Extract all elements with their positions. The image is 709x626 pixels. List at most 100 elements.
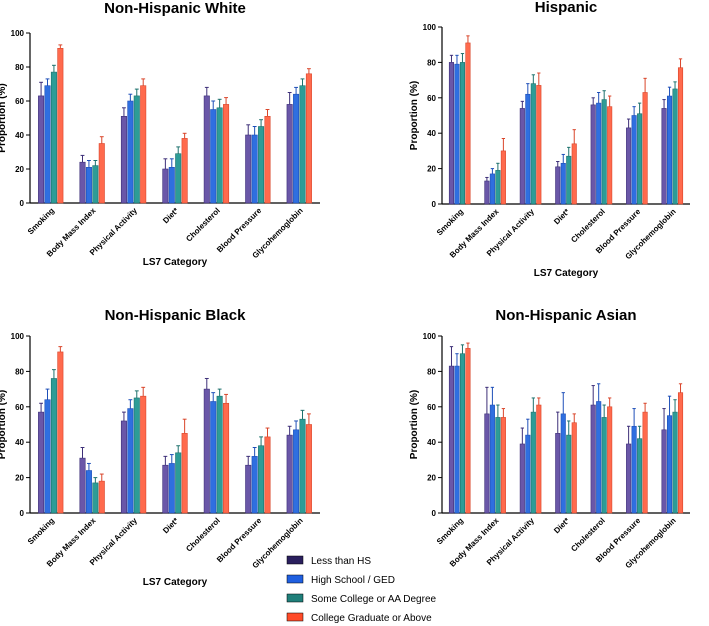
bar-cholesterol-high-school-ged <box>210 401 217 514</box>
x-tick-label-cholesterol: Cholesterol <box>569 516 606 553</box>
bar-blood-pressure-college-graduate-or-above <box>642 411 648 514</box>
y-tick-label: 20 <box>15 165 24 174</box>
bar-smoking-high-school-ged <box>454 365 460 514</box>
bar-body-mass-index-high-school-ged <box>85 470 92 514</box>
bar-physical-activity-less-than-hs <box>120 116 127 204</box>
bar-blood-pressure-college-graduate-or-above <box>264 436 271 514</box>
bar-body-mass-index-less-than-hs <box>79 457 86 514</box>
bar-body-mass-index-less-than-hs <box>484 413 490 514</box>
bar-glycohemoglobin-some-college-or-aa-degree <box>299 418 306 514</box>
bar-diet-some-college-or-aa-degree <box>175 452 182 514</box>
x-tick-label-smoking: Smoking <box>26 516 56 546</box>
bar-cholesterol-some-college-or-aa-degree <box>601 99 607 205</box>
y-tick-label: 80 <box>427 367 436 376</box>
bar-smoking-college-graduate-or-above <box>57 47 64 204</box>
y-tick-label: 20 <box>15 474 24 483</box>
y-axis-label: Proportion (%) <box>409 390 420 459</box>
legend-label-high-school-ged: High School / GED <box>311 575 395 586</box>
bar-smoking-college-graduate-or-above <box>57 351 64 514</box>
bar-blood-pressure-less-than-hs <box>245 134 252 204</box>
bar-cholesterol-college-graduate-or-above <box>223 402 230 514</box>
x-tick-label-diet: Diet* <box>552 206 572 226</box>
bar-cholesterol-less-than-hs <box>203 95 210 204</box>
y-tick-label: 80 <box>427 58 436 67</box>
bar-cholesterol-college-graduate-or-above <box>223 104 230 204</box>
bar-glycohemoglobin-less-than-hs <box>661 429 667 514</box>
bar-blood-pressure-high-school-ged <box>251 134 258 204</box>
bar-physical-activity-some-college-or-aa-degree <box>133 397 140 514</box>
bar-blood-pressure-high-school-ged <box>631 425 637 514</box>
x-tick-label-smoking: Smoking <box>435 516 465 546</box>
bar-diet-college-graduate-or-above <box>571 143 577 205</box>
bar-glycohemoglobin-some-college-or-aa-degree <box>299 85 306 204</box>
bar-physical-activity-some-college-or-aa-degree <box>133 95 140 204</box>
chart-title: Hispanic <box>535 0 598 16</box>
x-tick-label-smoking: Smoking <box>26 206 56 236</box>
bar-diet-some-college-or-aa-degree <box>566 434 572 514</box>
bar-cholesterol-high-school-ged <box>210 109 217 204</box>
bar-glycohemoglobin-college-graduate-or-above <box>677 67 684 205</box>
y-tick-label: 60 <box>427 94 436 103</box>
bar-body-mass-index-college-graduate-or-above <box>98 143 105 204</box>
x-axis-label: LS7 Category <box>534 268 599 279</box>
bar-glycohemoglobin-some-college-or-aa-degree <box>672 411 678 514</box>
bar-diet-college-graduate-or-above <box>181 433 188 514</box>
bar-smoking-less-than-hs <box>448 62 455 205</box>
bar-cholesterol-less-than-hs <box>203 388 210 514</box>
x-tick-label-cholesterol: Cholesterol <box>184 206 221 243</box>
bar-cholesterol-college-graduate-or-above <box>607 106 613 205</box>
bar-cholesterol-less-than-hs <box>590 104 596 205</box>
bar-body-mass-index-some-college-or-aa-degree <box>495 417 501 514</box>
y-tick-label: 0 <box>432 200 437 209</box>
bar-glycohemoglobin-college-graduate-or-above <box>305 424 312 514</box>
bar-blood-pressure-some-college-or-aa-degree <box>258 126 265 204</box>
bar-body-mass-index-some-college-or-aa-degree <box>495 170 501 205</box>
bar-blood-pressure-less-than-hs <box>626 127 632 205</box>
chart-panel-non-hispanic-asian: Non-Hispanic Asian Proportion (%) 0 20 40 60 8… <box>409 307 690 570</box>
x-tick-label-cholesterol: Cholesterol <box>569 207 606 244</box>
chart-panel-non-hispanic-black: Non-Hispanic Black Proportion (%) 0 20 40 60 8… <box>0 307 320 588</box>
bar-glycohemoglobin-high-school-ged <box>293 93 300 204</box>
y-tick-label: 40 <box>427 129 436 138</box>
bar-diet-some-college-or-aa-degree <box>175 153 182 204</box>
bar-diet-less-than-hs <box>162 464 169 514</box>
bar-smoking-some-college-or-aa-degree <box>50 378 57 514</box>
bar-blood-pressure-college-graduate-or-above <box>264 116 271 204</box>
bar-diet-high-school-ged <box>168 167 175 204</box>
bar-blood-pressure-less-than-hs <box>626 443 632 514</box>
bar-physical-activity-college-graduate-or-above <box>536 404 542 514</box>
y-axis-label: Proportion (%) <box>0 83 8 152</box>
bar-smoking-some-college-or-aa-degree <box>459 62 466 205</box>
legend-label-less-than-hs: Less than HS <box>311 556 371 567</box>
bar-smoking-high-school-ged <box>454 63 460 205</box>
bar-blood-pressure-some-college-or-aa-degree <box>637 438 643 514</box>
bar-physical-activity-less-than-hs <box>519 108 525 205</box>
x-axis-label: LS7 Category <box>143 577 208 588</box>
chart-panel-non-hispanic-white: Non-Hispanic White Proportion (%) 0 20 40 60 8… <box>0 0 320 268</box>
x-tick-label-cholesterol: Cholesterol <box>184 516 221 553</box>
y-axis-label: Proportion (%) <box>409 81 420 150</box>
bar-diet-college-graduate-or-above <box>571 422 577 514</box>
bar-cholesterol-less-than-hs <box>590 404 596 514</box>
y-tick-label: 100 <box>11 332 25 341</box>
y-tick-label: 40 <box>427 438 436 447</box>
bar-smoking-some-college-or-aa-degree <box>459 353 466 514</box>
bar-blood-pressure-college-graduate-or-above <box>642 92 648 205</box>
bar-glycohemoglobin-less-than-hs <box>286 434 293 514</box>
bar-glycohemoglobin-high-school-ged <box>666 415 673 514</box>
bar-physical-activity-less-than-hs <box>120 420 127 514</box>
bar-body-mass-index-high-school-ged <box>85 167 92 204</box>
bar-body-mass-index-college-graduate-or-above <box>98 480 105 514</box>
bar-blood-pressure-high-school-ged <box>251 456 258 514</box>
x-tick-label-smoking: Smoking <box>435 207 465 237</box>
bar-body-mass-index-high-school-ged <box>489 173 495 205</box>
y-tick-label: 80 <box>15 63 24 72</box>
legend-swatch-less-than-hs <box>286 555 304 565</box>
bar-cholesterol-college-graduate-or-above <box>607 406 613 514</box>
bar-smoking-college-graduate-or-above <box>465 348 471 514</box>
legend-label-college-graduate-or-above: College Graduate or Above <box>311 613 432 624</box>
bar-physical-activity-college-graduate-or-above <box>140 395 147 514</box>
bar-blood-pressure-less-than-hs <box>245 464 252 514</box>
bar-smoking-less-than-hs <box>38 95 45 204</box>
y-tick-label: 100 <box>423 332 437 341</box>
